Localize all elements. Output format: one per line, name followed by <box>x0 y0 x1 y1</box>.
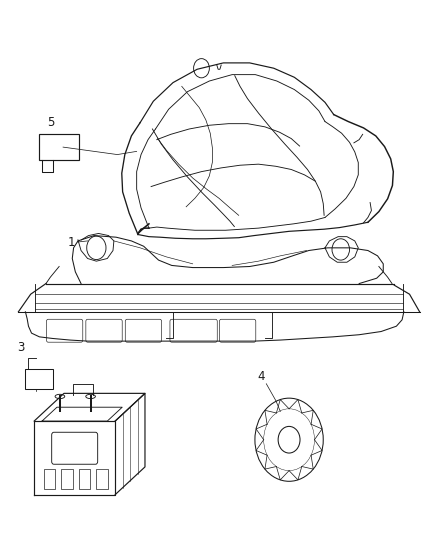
Bar <box>39 134 79 160</box>
Bar <box>25 369 53 389</box>
Bar <box>79 469 90 489</box>
Text: 3: 3 <box>18 341 25 354</box>
Bar <box>96 469 108 489</box>
Bar <box>44 469 55 489</box>
Text: 4: 4 <box>258 370 265 383</box>
Text: 1: 1 <box>68 236 75 249</box>
Bar <box>61 469 73 489</box>
Text: 5: 5 <box>47 116 54 129</box>
